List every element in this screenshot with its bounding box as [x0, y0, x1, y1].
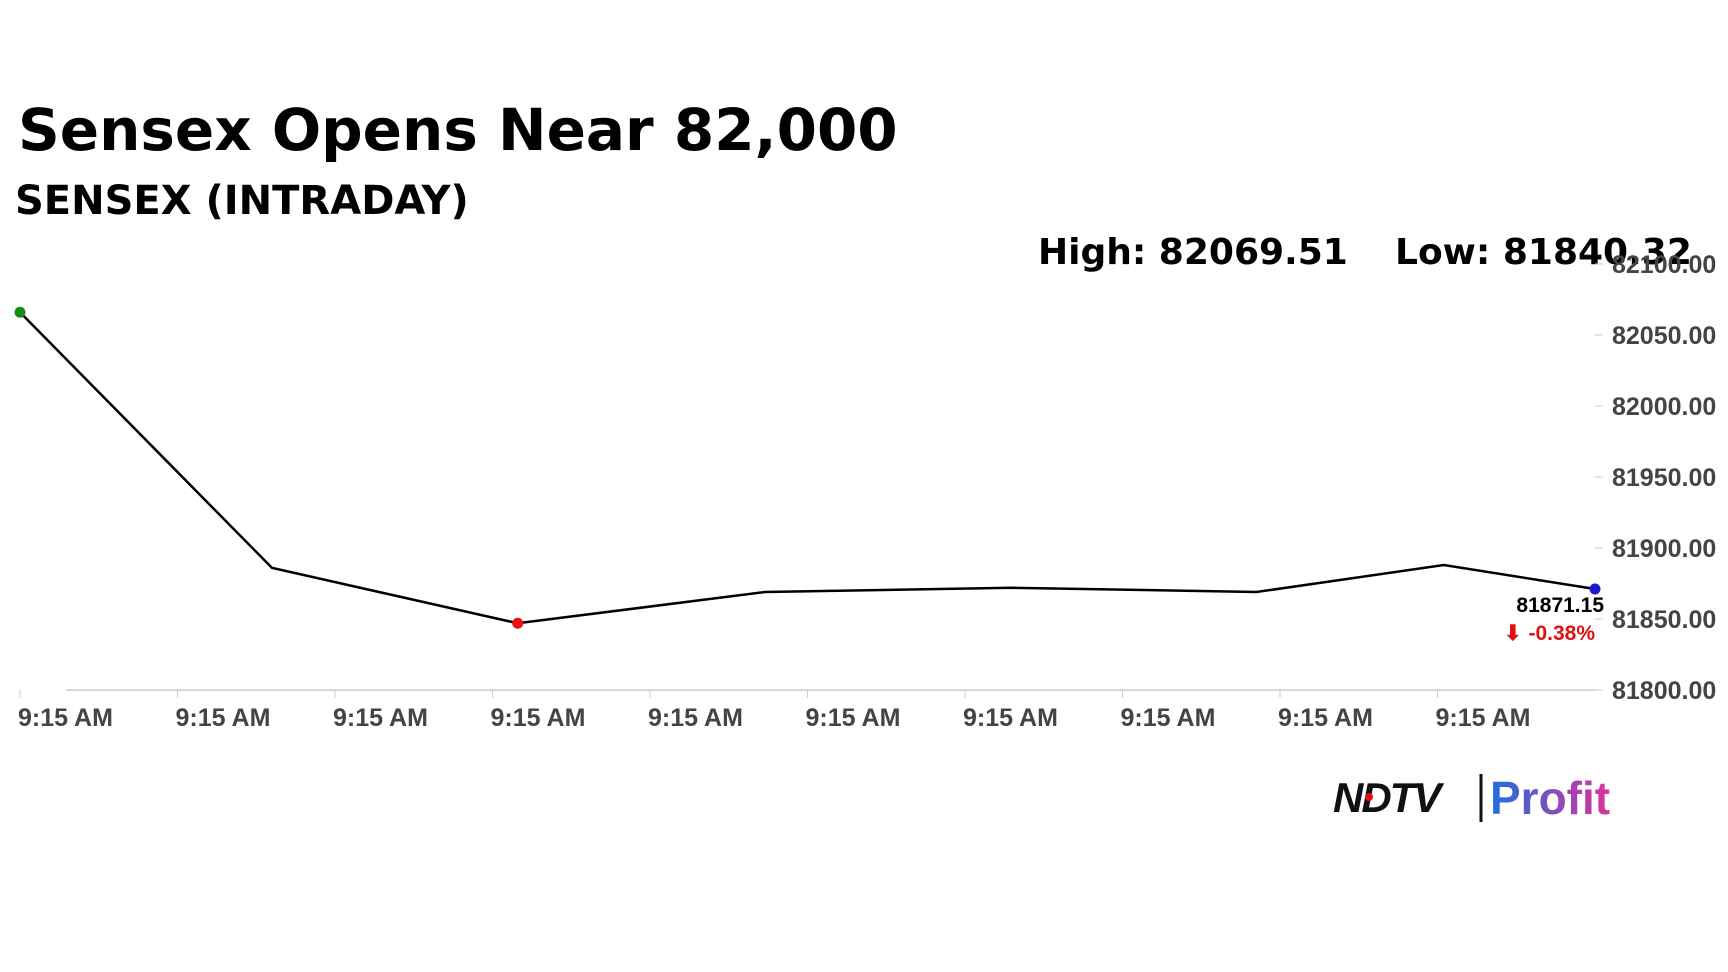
x-tick-label: 9:15 AM: [491, 704, 586, 732]
y-tick-label: 81850.00: [1612, 606, 1716, 634]
y-tick-label: 82100.00: [1612, 251, 1716, 279]
y-tick-label: 81900.00: [1612, 535, 1716, 563]
x-tick-label: 9:15 AM: [1121, 704, 1216, 732]
chart-title: Sensex Opens Near 82,000: [18, 96, 898, 164]
logo: NDTV Profit: [1333, 772, 1610, 824]
last-value: 81871.15: [1516, 594, 1604, 617]
chart-subtitle: SENSEX (INTRADAY): [15, 178, 469, 224]
down-arrow: ⬇: [1504, 622, 1522, 645]
point-marker: [1589, 583, 1601, 595]
x-tick-label: 9:15 AM: [18, 704, 113, 732]
high-label: High: 82069.51: [1038, 232, 1348, 273]
x-tick-label: 9:15 AM: [1436, 704, 1531, 732]
logo-dot: [1365, 793, 1373, 801]
y-tick-label: 82000.00: [1612, 393, 1716, 421]
x-tick-label: 9:15 AM: [806, 704, 901, 732]
x-tick-label: 9:15 AM: [1278, 704, 1373, 732]
y-tick-label: 81800.00: [1612, 677, 1716, 705]
y-tick-label: 82050.00: [1612, 322, 1716, 350]
x-tick-label: 9:15 AM: [648, 704, 743, 732]
x-tick-label: 9:15 AM: [333, 704, 428, 732]
point-marker: [512, 617, 524, 629]
y-tick-label: 81950.00: [1612, 464, 1716, 492]
point-marker: [14, 306, 26, 318]
low-label: Low: 81840.32: [1395, 232, 1692, 273]
logo-product: Profit: [1490, 772, 1610, 824]
logo-brand: NDTV: [1333, 774, 1444, 821]
x-tick-label: 9:15 AM: [176, 704, 271, 732]
change-label: -0.38%: [1528, 622, 1595, 645]
x-tick-label: 9:15 AM: [963, 704, 1058, 732]
series-line: [19, 311, 1596, 625]
